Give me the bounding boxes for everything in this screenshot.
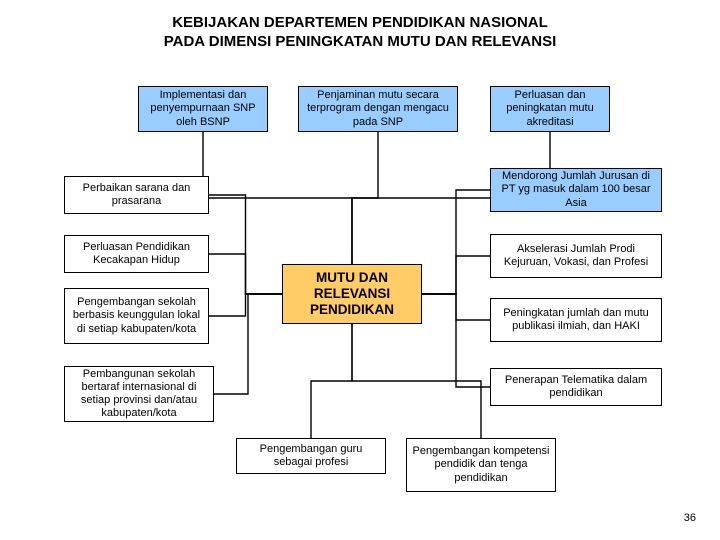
connector-l4-center (214, 294, 282, 394)
slide-title: KEBIJAKAN DEPARTEMEN PENDIDIKAN NASIONAL… (0, 0, 720, 52)
box-l2-label: Perluasan Pendidikan Kecakapan Hidup (70, 241, 203, 267)
connector-center-r3 (422, 294, 490, 320)
title-line-1: KEBIJAKAN DEPARTEMEN PENDIDIKAN NASIONAL (172, 14, 548, 31)
box-center: MUTU DAN RELEVANSI PENDIDIKAN (282, 264, 422, 324)
connector-l3-center (209, 294, 282, 316)
connector-l2-center (209, 254, 282, 294)
box-top1-label: Implementasi dan penyempurnaan SNP oleh … (144, 89, 262, 129)
box-b2-label: Pengembangan kompetensi pendidik dan ten… (412, 445, 550, 485)
box-b1: Pengembangan guru sebagai profesi (236, 438, 386, 474)
title-line-2: PADA DIMENSI PENINGKATAN MUTU DAN RELEVA… (164, 33, 557, 50)
box-top3-label: Perluasan dan peningkatan mutu akreditas… (496, 89, 604, 129)
box-center-label: MUTU DAN RELEVANSI PENDIDIKAN (288, 270, 416, 319)
box-l4: Pembangunan sekolah bertaraf internasion… (64, 366, 214, 422)
box-r1: Mendorong Jumlah Jurusan di PT yg masuk … (490, 168, 662, 212)
box-l3: Pengembangan sekolah berbasis keunggulan… (64, 288, 209, 344)
box-r1-label: Mendorong Jumlah Jurusan di PT yg masuk … (496, 170, 656, 210)
box-b1-label: Pengembangan guru sebagai profesi (242, 443, 380, 469)
box-l4-label: Pembangunan sekolah bertaraf internasion… (70, 368, 208, 421)
connector-top1-center (203, 132, 352, 264)
connector-center-b1 (311, 324, 352, 438)
box-b2: Pengembangan kompetensi pendidik dan ten… (406, 438, 556, 492)
connector-center-r4 (422, 294, 490, 387)
box-l1: Perbaikan sarana dan prasarana (64, 176, 209, 214)
box-l1-label: Perbaikan sarana dan prasarana (70, 182, 203, 208)
box-r4-label: Penerapan Telematika dalam pendidikan (496, 374, 656, 400)
connector-top2-center (352, 132, 378, 264)
box-l3-label: Pengembangan sekolah berbasis keunggulan… (70, 296, 203, 336)
connector-center-r1 (422, 190, 490, 294)
box-r2-label: Akselerasi Jumlah Prodi Kejuruan, Vokasi… (496, 243, 656, 269)
box-l2: Perluasan Pendidikan Kecakapan Hidup (64, 235, 209, 273)
box-r4: Penerapan Telematika dalam pendidikan (490, 368, 662, 406)
box-r3-label: Peningkatan jumlah dan mutu publikasi il… (496, 307, 656, 333)
page-number: 36 (684, 512, 696, 524)
box-r2: Akselerasi Jumlah Prodi Kejuruan, Vokasi… (490, 234, 662, 278)
connector-l1-center (209, 195, 282, 294)
box-top1: Implementasi dan penyempurnaan SNP oleh … (138, 86, 268, 132)
box-top2: Penjaminan mutu secara terprogram dengan… (298, 86, 458, 132)
box-r3: Peningkatan jumlah dan mutu publikasi il… (490, 298, 662, 342)
box-top3: Perluasan dan peningkatan mutu akreditas… (490, 86, 610, 132)
connector-center-r2 (422, 256, 490, 294)
box-top2-label: Penjaminan mutu secara terprogram dengan… (304, 89, 452, 129)
connector-center-b2 (352, 324, 481, 438)
